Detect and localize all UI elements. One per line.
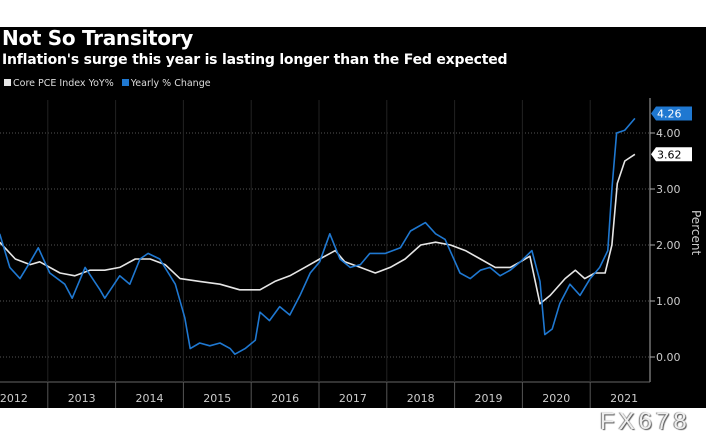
x-tick-label: 2020 — [542, 392, 570, 405]
legend-swatch-white — [4, 79, 11, 86]
y-tick-label: 2.00 — [656, 239, 681, 252]
legend-swatch-blue — [121, 79, 129, 86]
last-value-label: 4.26 — [657, 107, 682, 120]
series-line-core-pce — [0, 153, 636, 305]
legend-item-core-pce: Core PCE Index YoY% — [4, 78, 114, 90]
x-tick-label: 2019 — [475, 392, 503, 405]
x-tick-label: 2014 — [136, 392, 164, 405]
last-value-tag — [651, 106, 692, 121]
x-tick-label: 2015 — [203, 392, 231, 405]
chart-subtitle: Inflation's surge this year is lasting l… — [2, 52, 508, 68]
x-tick-label: 2016 — [271, 392, 299, 405]
y-tick-label: 4.00 — [656, 127, 681, 140]
x-tick-label: 2017 — [339, 392, 367, 405]
chart-title: Not So Transitory — [2, 26, 194, 50]
legend: Core PCE Index YoY% Yearly % Change — [4, 78, 211, 90]
x-tick-label: 2012 — [0, 392, 28, 405]
last-value-tag — [651, 147, 692, 162]
y-tick-label: 0.00 — [656, 351, 681, 364]
x-tick-label: 2013 — [68, 392, 96, 405]
watermark: FX678 — [600, 408, 691, 435]
x-tick-label: 2018 — [407, 392, 435, 405]
legend-label: Yearly % Change — [130, 78, 211, 89]
y-axis-label: Percent — [689, 210, 703, 255]
legend-label: Core PCE Index YoY% — [13, 78, 114, 89]
last-value-label: 3.62 — [657, 148, 682, 161]
series-line-yearly-change — [0, 117, 636, 355]
y-tick-label: 1.00 — [656, 295, 681, 308]
x-tick-label: 2021 — [610, 392, 638, 405]
chart-panel — [0, 27, 706, 408]
legend-item-yearly-change: Yearly % Change — [121, 78, 211, 90]
y-tick-label: 3.00 — [656, 183, 681, 196]
